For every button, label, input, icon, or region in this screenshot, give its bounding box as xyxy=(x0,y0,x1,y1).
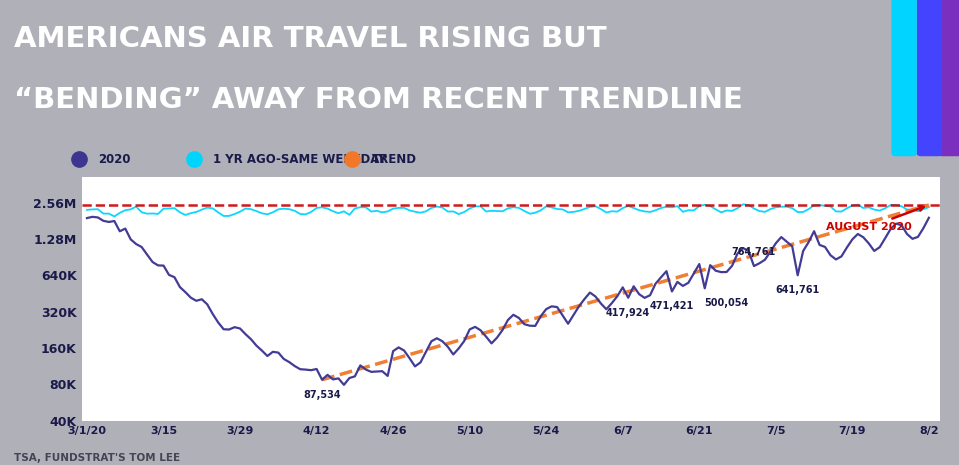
Text: 764,761: 764,761 xyxy=(732,247,776,257)
Text: 471,421: 471,421 xyxy=(650,301,694,311)
FancyBboxPatch shape xyxy=(892,0,917,156)
Text: AMERICANS AIR TRAVEL RISING BUT: AMERICANS AIR TRAVEL RISING BUT xyxy=(14,25,607,53)
FancyBboxPatch shape xyxy=(938,0,959,156)
Text: TREND: TREND xyxy=(372,153,416,166)
Text: 417,924: 417,924 xyxy=(606,307,650,318)
FancyBboxPatch shape xyxy=(917,0,942,156)
Text: 2020: 2020 xyxy=(99,153,130,166)
Text: 1 YR AGO-SAME WEEKDAY: 1 YR AGO-SAME WEEKDAY xyxy=(214,153,387,166)
Text: 641,761: 641,761 xyxy=(776,285,820,295)
Text: “BENDING” AWAY FROM RECENT TRENDLINE: “BENDING” AWAY FROM RECENT TRENDLINE xyxy=(14,86,743,114)
Text: AUGUST 2020: AUGUST 2020 xyxy=(826,206,924,232)
Text: 87,534: 87,534 xyxy=(303,390,340,399)
Text: 500,054: 500,054 xyxy=(705,298,749,308)
Text: TSA, FUNDSTRAT'S TOM LEE: TSA, FUNDSTRAT'S TOM LEE xyxy=(14,452,180,463)
